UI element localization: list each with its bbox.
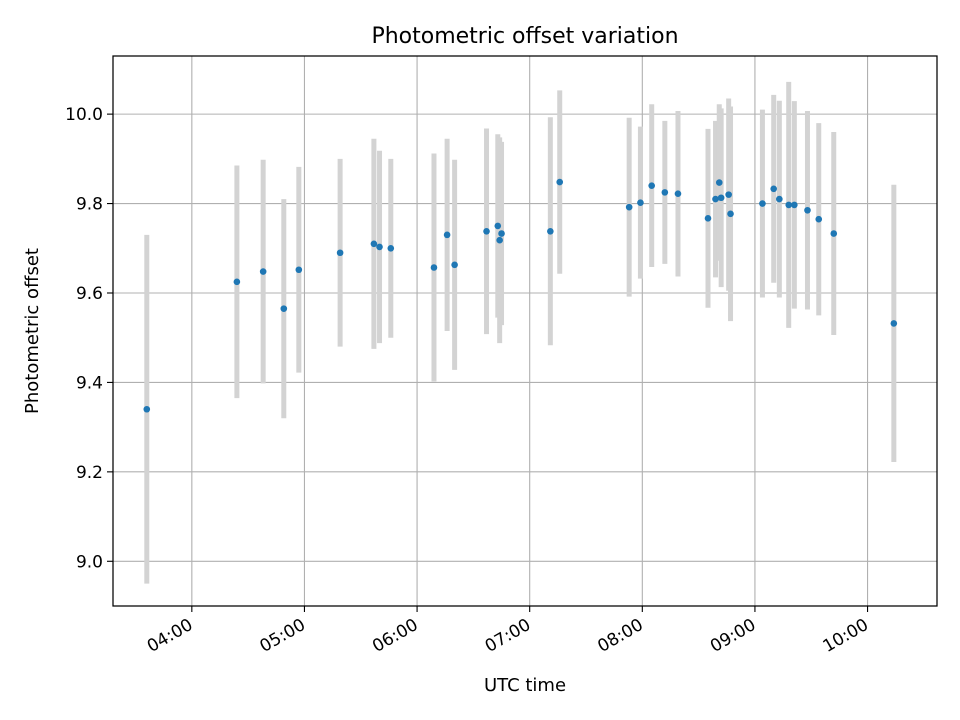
data-point (715, 179, 723, 186)
y-tick-label: 9.8 (76, 195, 103, 215)
data-point (387, 244, 395, 252)
data-point (712, 195, 719, 203)
grid (113, 56, 937, 606)
data-point (280, 305, 288, 312)
data-point (143, 405, 151, 413)
data-point (233, 278, 241, 286)
data-point (494, 222, 502, 230)
y-axis-label: Photometric offset (22, 248, 43, 414)
data-point (498, 230, 505, 237)
data-point (547, 227, 554, 235)
y-tick-label: 9.2 (76, 463, 103, 483)
data-point (430, 264, 438, 271)
data-point (295, 266, 303, 274)
data-point (556, 178, 564, 186)
data-point (376, 243, 383, 251)
data-point (791, 201, 798, 209)
data-point (890, 320, 898, 327)
data-point (483, 227, 490, 235)
data-points (143, 178, 898, 413)
y-tick-label: 10.0 (65, 105, 103, 125)
data-point (727, 210, 734, 218)
data-point (661, 189, 669, 196)
data-point (759, 200, 766, 207)
y-tick-label: 9.0 (76, 552, 103, 572)
data-point (704, 215, 712, 222)
data-point (443, 231, 451, 239)
x-axis-label: UTC time (484, 675, 566, 696)
y-tick-label: 9.6 (76, 284, 103, 304)
y-tick-label: 9.4 (76, 373, 103, 393)
data-point (804, 206, 811, 214)
data-point (725, 191, 732, 198)
data-point (336, 249, 344, 257)
data-point (717, 194, 725, 202)
data-point (625, 203, 633, 211)
data-point (770, 185, 778, 193)
chart-title: Photometric offset variation (371, 24, 678, 49)
data-point (451, 261, 458, 269)
data-point (259, 268, 267, 275)
data-point (674, 190, 682, 198)
data-point (648, 182, 655, 189)
data-point (370, 240, 378, 248)
data-point (785, 201, 793, 209)
plot-frame (112, 55, 938, 607)
data-point (637, 199, 644, 206)
data-point (830, 230, 838, 237)
data-point (815, 215, 823, 223)
data-point (496, 236, 503, 244)
data-point (776, 195, 783, 203)
